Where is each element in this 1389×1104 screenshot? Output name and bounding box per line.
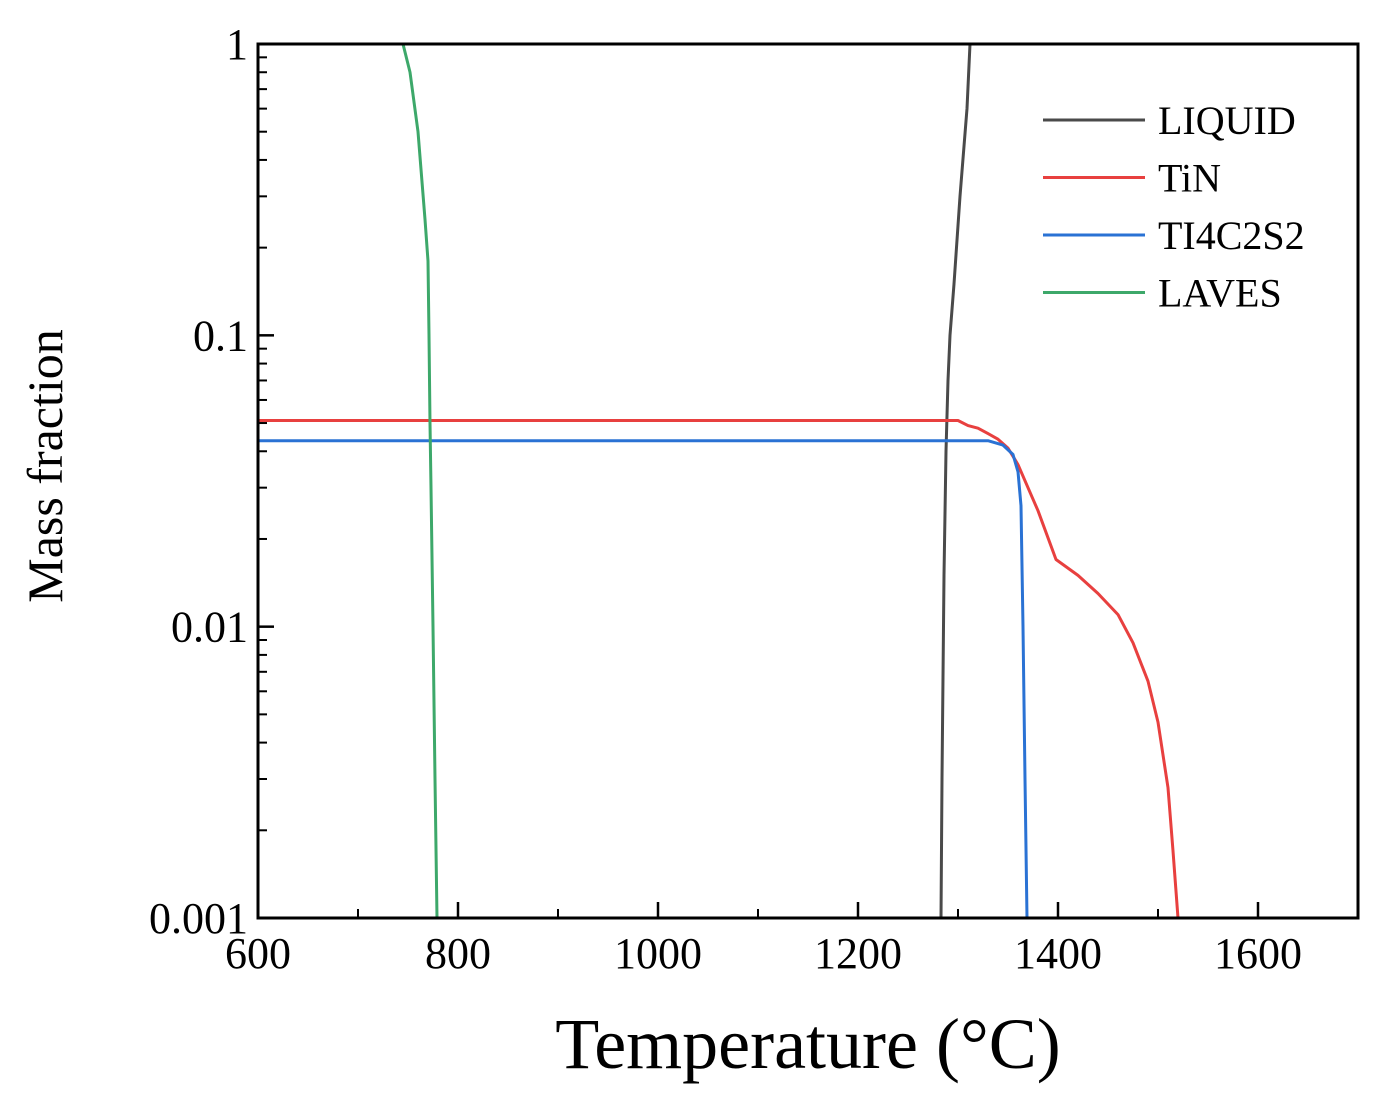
y-tick-label: 0.01 xyxy=(171,603,248,652)
legend: LIQUID TiN TI4C2S2 LAVES xyxy=(1043,98,1305,316)
x-axis-title: Temperature (°C) xyxy=(555,1004,1061,1084)
x-tick-label: 1000 xyxy=(614,929,702,978)
y-tick-label: 1 xyxy=(226,20,248,69)
y-axis-title: Mass fraction xyxy=(17,329,73,603)
x-tick-label: 1400 xyxy=(1014,929,1102,978)
plot-frame xyxy=(256,42,1360,920)
series-line-ti4c2s2 xyxy=(258,439,1029,918)
legend-label-liquid: LIQUID xyxy=(1158,98,1296,143)
legend-label-ti4c2s2: TI4C2S2 xyxy=(1158,213,1305,258)
legend-label-tin: TiN xyxy=(1158,156,1221,201)
legend-label-laves: LAVES xyxy=(1158,271,1282,316)
x-tick-label: 1200 xyxy=(814,929,902,978)
x-tick-label: 600 xyxy=(225,929,291,978)
series-layer xyxy=(258,44,1180,918)
series-line-tin xyxy=(258,419,1180,918)
x-tick-label: 1600 xyxy=(1214,929,1302,978)
ticks-layer: 600 800 1000 1200 1400 1600 0.001 0.01 0.1 1 xyxy=(149,20,1359,978)
y-tick-label: 0.001 xyxy=(149,894,248,943)
y-tick-label: 0.1 xyxy=(193,311,248,360)
x-tick-label: 800 xyxy=(425,929,491,978)
series-line-liquid xyxy=(939,44,972,918)
series-line-laves xyxy=(401,44,439,918)
